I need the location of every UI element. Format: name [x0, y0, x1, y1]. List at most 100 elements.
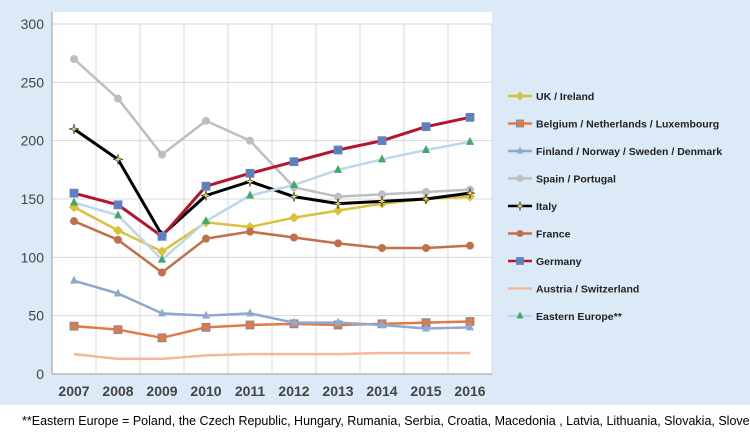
data-point [70, 217, 78, 226]
data-point [246, 227, 254, 236]
data-point [466, 136, 474, 145]
data-point [202, 234, 210, 243]
data-point [113, 225, 123, 236]
x-tick-label: 2011 [235, 383, 266, 399]
x-tick-label: 2010 [190, 383, 221, 399]
data-point [158, 308, 166, 317]
legend: UK / Ireland Belgium / Netherlands / Luxe… [508, 91, 722, 323]
data-point [245, 168, 255, 178]
x-tick-label: 2013 [322, 383, 353, 399]
data-point [246, 308, 254, 317]
data-point [157, 246, 167, 257]
data-point [114, 94, 122, 103]
legend-label: Finland / Norway / Sweden / Denmark [536, 146, 722, 158]
legend-label: Belgium / Netherlands / Luxembourg [536, 119, 719, 131]
legend-item: Belgium / Netherlands / Luxembourg [508, 119, 719, 131]
data-point [246, 190, 254, 199]
series-line [73, 279, 471, 330]
series-8 [70, 136, 474, 263]
data-point [466, 322, 474, 331]
legend-item: Germany [508, 256, 582, 268]
y-tick-label: 200 [21, 133, 45, 149]
data-point [334, 192, 342, 201]
y-tick-label: 300 [21, 16, 45, 32]
data-point [334, 239, 342, 248]
data-point [378, 320, 386, 328]
legend-swatch-marker [516, 175, 524, 182]
data-point [114, 235, 122, 244]
data-point [290, 233, 298, 242]
data-point [464, 187, 476, 200]
data-point [377, 136, 387, 146]
legend-label: UK / Ireland [536, 91, 594, 103]
data-point [465, 112, 475, 122]
data-point [333, 205, 343, 216]
data-point [288, 190, 300, 203]
data-point [201, 181, 211, 191]
legend-item: Eastern Europe** [508, 311, 623, 323]
legend-swatch-marker [515, 91, 525, 101]
data-point [334, 317, 342, 326]
x-tick-label: 2007 [58, 383, 89, 399]
data-point [158, 254, 166, 263]
data-point [112, 153, 124, 166]
series-lines [68, 55, 476, 361]
series-line [73, 320, 471, 340]
data-point [114, 210, 122, 219]
legend-swatch-marker [514, 200, 526, 212]
x-tick-label: 2016 [454, 383, 485, 399]
data-point [289, 157, 299, 167]
legend-item: France [508, 229, 571, 241]
legend-label: Germany [536, 256, 582, 268]
data-point [157, 333, 167, 343]
series-6 [69, 112, 475, 241]
series-7 [73, 351, 470, 361]
legend-item: Spain / Portugal [508, 174, 616, 186]
data-point [466, 241, 474, 250]
data-point [290, 317, 298, 326]
legend-item: Austria / Switzerland [508, 284, 639, 296]
y-tick-label: 250 [21, 74, 45, 90]
data-point [200, 189, 212, 202]
series-line [73, 115, 471, 238]
legend-swatch-marker [516, 119, 524, 128]
y-tick-label: 100 [21, 249, 45, 265]
data-point [422, 145, 430, 153]
data-point [420, 193, 432, 205]
data-point [202, 116, 210, 125]
series-5 [70, 217, 474, 277]
legend-swatch-marker [516, 311, 524, 319]
data-point [376, 195, 388, 208]
data-point [333, 145, 343, 155]
data-point [422, 188, 430, 196]
axes: 0 50 100 150 200 250 300 2007 2008 2009 2010 2011 20… [21, 12, 492, 399]
legend-label: France [536, 229, 571, 241]
y-tick-label: 0 [36, 366, 44, 382]
legend-swatch-marker [516, 146, 524, 154]
x-tick-label: 2014 [366, 383, 397, 399]
data-point [422, 323, 430, 332]
data-point [157, 231, 167, 241]
data-point [69, 188, 79, 198]
data-point [378, 244, 386, 252]
x-tick-label: 2008 [102, 383, 133, 399]
x-tick-label: 2009 [146, 383, 177, 399]
data-point [69, 321, 79, 331]
data-point [113, 200, 123, 210]
legend-item: UK / Ireland [508, 91, 594, 103]
series-line [73, 220, 471, 274]
x-tick-label: 2012 [278, 383, 309, 399]
data-point [70, 275, 78, 284]
data-point [421, 122, 431, 132]
series-line [73, 58, 471, 198]
legend-label: Austria / Switzerland [536, 284, 639, 296]
data-point [378, 154, 386, 163]
data-point [289, 212, 299, 223]
x-tick-label: 2015 [410, 383, 441, 399]
data-point [201, 322, 211, 332]
data-point [202, 216, 210, 225]
series-line [73, 140, 471, 261]
legend-label: Eastern Europe** [536, 311, 623, 323]
series-3 [70, 55, 474, 201]
y-tick-label: 50 [28, 308, 44, 324]
